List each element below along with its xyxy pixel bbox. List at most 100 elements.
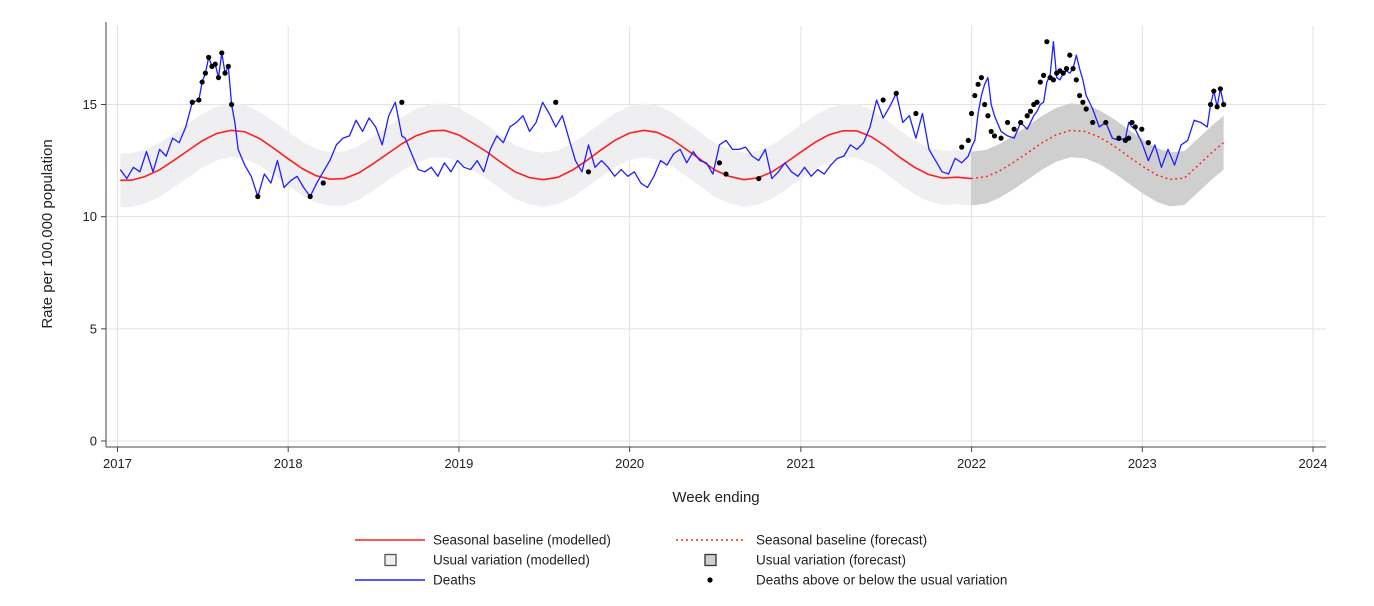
legend-swatch-variation-forecast [704, 553, 717, 567]
outlier-point [202, 70, 209, 76]
outlier-point [1040, 72, 1047, 78]
outlier-point [199, 79, 205, 85]
outlier-point [1018, 119, 1024, 126]
outlier-point [893, 90, 899, 96]
outlier-point [1037, 79, 1043, 85]
outlier-point [1070, 66, 1076, 72]
outlier-point [1063, 66, 1070, 72]
outlier-point [225, 63, 231, 69]
x-tick-label-2021: 2021 [786, 456, 815, 471]
x-tick-label-2020: 2020 [615, 456, 644, 471]
outlier-point [1060, 70, 1066, 76]
outlier-point [1034, 99, 1040, 105]
outlier-point [255, 193, 261, 200]
legend-label-variation_modelled: Usual variation (modelled) [433, 553, 590, 568]
outlier-point [1132, 124, 1138, 130]
x-tick-label-2023: 2023 [1128, 456, 1157, 471]
y-tick-label-15: 15 [83, 97, 97, 112]
outlier-point [985, 113, 991, 119]
outlier-point [913, 110, 919, 117]
outlier-point [219, 50, 225, 56]
outlier-point [1116, 135, 1122, 141]
usual-variation-modelled-band [120, 103, 972, 208]
outlier-point [1145, 140, 1151, 146]
outlier-point [1214, 104, 1220, 110]
x-tick-label-2022: 2022 [957, 456, 986, 471]
outlier-point [965, 137, 971, 144]
outlier-point [206, 54, 212, 61]
outlier-point [1077, 92, 1083, 99]
outlier-point [998, 135, 1004, 141]
outlier-point [1024, 113, 1030, 119]
legend: Seasonal baseline (modelled) Seasonal bas… [355, 533, 1007, 588]
outlier-point [1083, 106, 1089, 112]
seasonal-baseline-lines [120, 129, 1225, 182]
grid-lines [106, 26, 1326, 447]
outlier-point [1004, 119, 1011, 126]
outlier-point [959, 144, 965, 150]
outlier-point [982, 101, 988, 108]
outlier-point [215, 74, 222, 81]
outlier-point [1139, 126, 1145, 132]
outlier-point [1073, 77, 1079, 83]
outlier-point [991, 133, 998, 139]
outlier-point [1221, 101, 1227, 108]
y-axis-title: Rate per 100,000 population [39, 139, 56, 328]
outlier-point [972, 92, 978, 99]
legend-label-deaths: Deaths [433, 573, 476, 588]
outlier-point [756, 175, 762, 182]
legend-swatch-outliers [707, 577, 713, 583]
deaths-line [119, 41, 1225, 198]
legend-swatch-variation-modelled [384, 553, 397, 567]
outlier-point [228, 101, 235, 108]
legend-label-baseline_modelled: Seasonal baseline (modelled) [433, 533, 611, 548]
usual-variation-bands [120, 103, 1224, 208]
outlier-point [399, 99, 405, 105]
outlier-point [585, 169, 592, 175]
outlier-point [189, 99, 195, 105]
outlier-point [320, 180, 326, 186]
outlier-point [1011, 126, 1017, 132]
legend-label-variation_forecast: Usual variation (forecast) [756, 553, 906, 568]
outlier-point [1090, 119, 1096, 126]
outlier-point [1050, 77, 1057, 83]
outlier-point [553, 99, 559, 105]
x-tick-label-2017: 2017 [103, 456, 132, 471]
outlier-point [222, 70, 228, 76]
y-tick-label-5: 5 [90, 321, 97, 336]
outlier-point [988, 128, 994, 135]
outlier-point [212, 61, 218, 67]
outlier-point [1126, 135, 1132, 141]
outlier-point [1217, 86, 1223, 92]
x-axis-title: Week ending [672, 489, 759, 506]
x-tick-label-2018: 2018 [274, 456, 303, 471]
outlier-point [1080, 99, 1086, 105]
axes: 2017 2018 2019 2020 2021 2022 2023 2024 0 5 10 15 [83, 22, 1328, 471]
outlier-point [1044, 39, 1050, 45]
x-tick-label-2019: 2019 [444, 456, 473, 471]
outlier-point [968, 110, 975, 117]
outlier-point [1211, 88, 1217, 94]
deaths-series [119, 41, 1225, 198]
seasonal-baseline-modelled-line [120, 129, 972, 182]
outlier-point [723, 171, 729, 177]
y-tick-label-10: 10 [83, 209, 97, 224]
usual-variation-forecast-band [971, 103, 1224, 207]
outlier-point [196, 97, 202, 103]
outlier-point [978, 74, 984, 81]
outlier-point [716, 160, 723, 166]
outlier-point [1067, 52, 1073, 58]
outlier-point [1129, 119, 1135, 126]
outlier-point [307, 193, 313, 200]
outlier-point [1027, 108, 1034, 114]
outlier-point [1103, 119, 1109, 126]
outlier-points [189, 39, 1227, 200]
outlier-point [975, 81, 981, 87]
legend-label-baseline_forecast: Seasonal baseline (forecast) [756, 533, 927, 548]
outlier-point [880, 97, 886, 103]
legend-label-outliers: Deaths above or below the usual variatio… [756, 573, 1007, 588]
y-tick-label-0: 0 [90, 434, 97, 449]
x-tick-label-2024: 2024 [1299, 456, 1328, 471]
outlier-point [1207, 101, 1214, 108]
